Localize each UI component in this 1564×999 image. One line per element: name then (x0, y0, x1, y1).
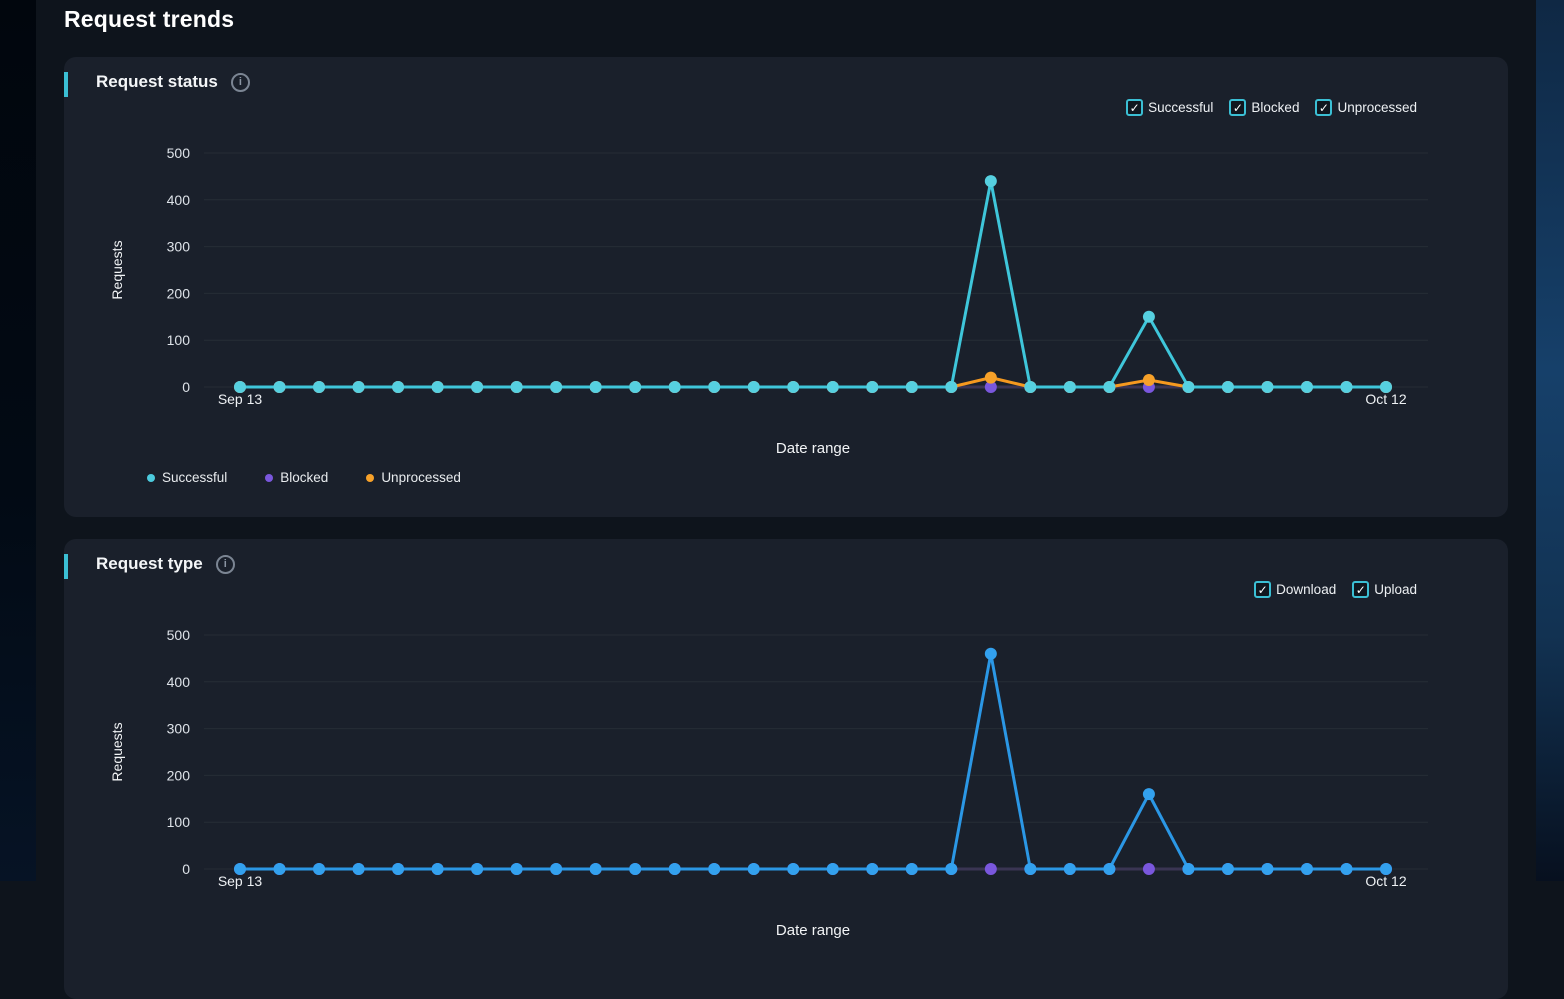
svg-text:Date range: Date range (776, 440, 850, 457)
legend-dot-icon (147, 473, 155, 482)
info-icon[interactable]: i (230, 72, 250, 92)
checkbox-checked-icon[interactable]: ✓ (1229, 99, 1247, 116)
request-status-panel: 0 100 200 300 400 500 Sep 13 Oct 12 Date range Re… (64, 57, 1508, 517)
checkbox-label: Unprocessed (1337, 100, 1417, 115)
request-type-chart: 0 100 200 300 400 500 Sep 13 Oct 12 Date range Re… (109, 627, 1428, 939)
checkbox-checked-icon[interactable]: ✓ (1315, 99, 1333, 116)
legend-label: Successful (162, 470, 228, 485)
panel-header: Request status i (64, 72, 250, 97)
checkbox-checked-icon[interactable]: ✓ (1126, 99, 1144, 116)
svg-text:100: 100 (167, 814, 191, 830)
series-toggles: ✓ Download ✓ Upload (1254, 581, 1417, 598)
checkbox-checked-icon[interactable]: ✓ (1254, 581, 1272, 598)
info-icon[interactable]: i (215, 554, 235, 574)
panel-accent-bar (64, 554, 68, 579)
checkbox-label: Download (1276, 582, 1337, 597)
svg-text:Requests: Requests (109, 722, 125, 781)
series-toggles: ✓ Successful ✓ Blocked ✓ Unprocessed (1126, 99, 1417, 116)
svg-text:200: 200 (167, 285, 191, 301)
checkbox-label: Blocked (1251, 100, 1300, 115)
svg-text:Requests: Requests (109, 240, 125, 299)
chart-legend: Successful Blocked Unprocessed (147, 470, 461, 485)
svg-text:300: 300 (167, 721, 191, 737)
panel-header: Request type i (64, 554, 235, 579)
checkbox-label: Upload (1374, 582, 1417, 597)
legend-dot-icon (265, 473, 274, 482)
legend-label: Blocked (280, 470, 329, 485)
svg-text:Sep 13: Sep 13 (218, 391, 263, 407)
svg-text:Oct 12: Oct 12 (1365, 873, 1406, 889)
checkbox-download[interactable]: ✓ Download (1254, 581, 1336, 598)
checkbox-label: Successful (1148, 100, 1214, 115)
svg-text:400: 400 (167, 674, 191, 690)
svg-text:Oct 12: Oct 12 (1365, 391, 1406, 407)
legend-dot-icon (366, 473, 375, 482)
panel-accent-bar (64, 72, 68, 97)
svg-text:Sep 13: Sep 13 (218, 873, 263, 889)
svg-text:500: 500 (167, 145, 191, 161)
svg-text:500: 500 (167, 627, 191, 643)
background-left-strip (0, 0, 36, 881)
svg-text:200: 200 (167, 767, 191, 783)
background-right-strip (1536, 0, 1564, 881)
legend-item-blocked: Blocked (265, 470, 328, 485)
request-status-chart: 0 100 200 300 400 500 Sep 13 Oct 12 Date range Re… (109, 145, 1428, 457)
checkbox-unprocessed[interactable]: ✓ Unprocessed (1315, 99, 1417, 116)
legend-label: Unprocessed (381, 470, 461, 485)
svg-text:300: 300 (167, 239, 191, 255)
svg-text:0: 0 (182, 861, 190, 877)
svg-text:100: 100 (167, 332, 191, 348)
checkbox-upload[interactable]: ✓ Upload (1352, 581, 1417, 598)
svg-text:Date range: Date range (776, 922, 850, 939)
legend-item-unprocessed: Unprocessed (366, 470, 461, 485)
checkbox-checked-icon[interactable]: ✓ (1352, 581, 1370, 598)
checkbox-blocked[interactable]: ✓ Blocked (1229, 99, 1299, 116)
page-title: Request trends (64, 6, 235, 32)
svg-text:0: 0 (182, 379, 190, 395)
svg-text:400: 400 (167, 192, 191, 208)
legend-item-successful: Successful (147, 470, 227, 485)
panel-title: Request status (96, 72, 218, 91)
checkbox-successful[interactable]: ✓ Successful (1126, 99, 1213, 116)
panel-title: Request type (96, 554, 203, 573)
request-type-panel: 0 100 200 300 400 500 Sep 13 Oct 12 Date range Re… (64, 539, 1508, 999)
